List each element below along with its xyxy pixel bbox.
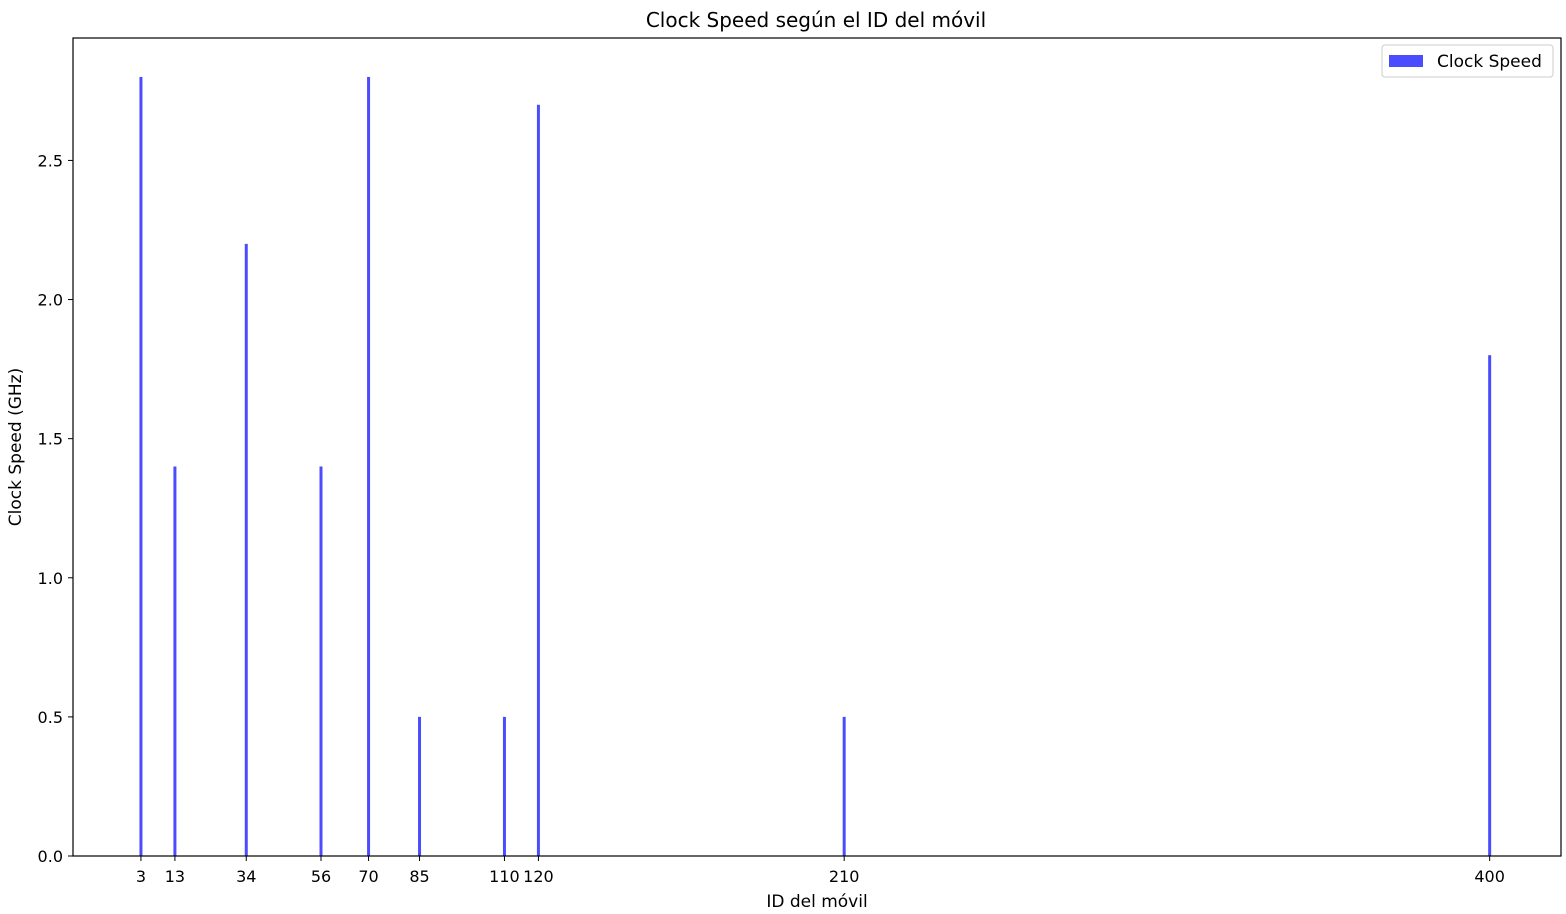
bars-group [139, 76, 1492, 856]
bar-85 [418, 716, 422, 856]
y-tick-label: 1.0 [38, 569, 63, 588]
x-tick-label: 210 [829, 867, 860, 886]
bar-56 [319, 466, 323, 856]
x-tick-label: 120 [523, 867, 554, 886]
bar-13 [173, 466, 177, 856]
y-tick-label: 0.0 [38, 847, 63, 866]
x-tick-label: 3 [136, 867, 146, 886]
plot-frame [72, 37, 1562, 857]
x-tick-label: 34 [236, 867, 256, 886]
y-tick-label: 1.5 [38, 430, 63, 449]
bar-110 [502, 716, 506, 856]
x-tick-label: 85 [409, 867, 429, 886]
legend-label: Clock Speed [1437, 52, 1542, 72]
chart-title: Clock Speed según el ID del móvil [646, 8, 986, 32]
bar-400 [1488, 355, 1492, 856]
legend-swatch [1389, 55, 1423, 67]
legend-box [1381, 44, 1554, 78]
x-tick-label: 110 [489, 867, 520, 886]
x-tick-label: 56 [311, 867, 331, 886]
y-tick-label: 2.5 [38, 151, 63, 170]
x-tick-label: 70 [358, 867, 378, 886]
legend: Clock Speed [1381, 44, 1554, 78]
x-tick-label: 13 [165, 867, 185, 886]
bar-120 [536, 104, 540, 856]
bar-3 [139, 76, 143, 856]
y-tick-label: 0.5 [38, 708, 63, 727]
bar-70 [367, 76, 371, 856]
y-axis-ticks: 0.0 0.5 1.0 1.5 2.0 2.5 [38, 151, 73, 866]
x-axis-ticks: 3 13 34 56 70 85 110 120 210 400 [136, 856, 1505, 886]
bar-210 [842, 716, 846, 856]
bar-34 [244, 243, 248, 856]
x-tick-label: 400 [1474, 867, 1505, 886]
y-axis-label: Clock Speed (GHz) [6, 368, 26, 526]
x-axis-label: ID del móvil [766, 892, 867, 912]
y-tick-label: 2.0 [38, 291, 63, 310]
